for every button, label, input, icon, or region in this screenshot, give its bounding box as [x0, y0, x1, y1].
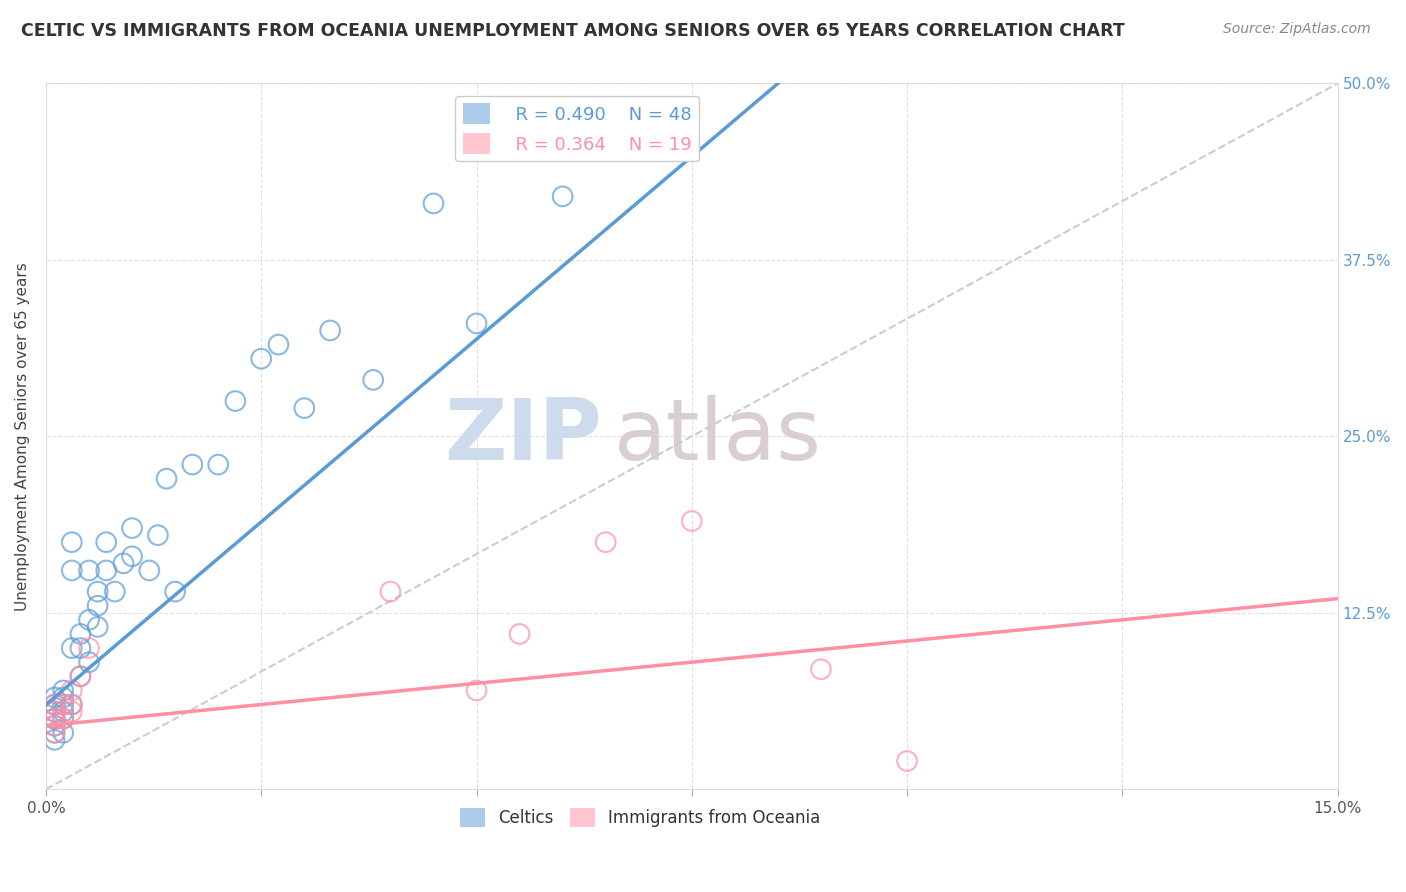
- Point: [509, 627, 531, 641]
- Point: [224, 394, 246, 409]
- Point: [121, 549, 143, 564]
- Point: [44, 712, 66, 726]
- Text: atlas: atlas: [614, 395, 823, 478]
- Point: [86, 584, 108, 599]
- Point: [267, 337, 290, 351]
- Point: [112, 557, 135, 571]
- Point: [52, 698, 75, 712]
- Point: [422, 196, 444, 211]
- Point: [52, 698, 75, 712]
- Point: [138, 563, 160, 577]
- Text: ZIP: ZIP: [444, 395, 602, 478]
- Point: [69, 641, 91, 656]
- Point: [595, 535, 617, 549]
- Point: [77, 563, 100, 577]
- Text: CELTIC VS IMMIGRANTS FROM OCEANIA UNEMPLOYMENT AMONG SENIORS OVER 65 YEARS CORRE: CELTIC VS IMMIGRANTS FROM OCEANIA UNEMPL…: [21, 22, 1125, 40]
- Point: [104, 584, 127, 599]
- Point: [60, 683, 83, 698]
- Point: [551, 189, 574, 203]
- Point: [810, 662, 832, 676]
- Point: [681, 514, 703, 528]
- Point: [896, 754, 918, 768]
- Point: [69, 669, 91, 683]
- Point: [181, 458, 204, 472]
- Point: [52, 683, 75, 698]
- Point: [69, 627, 91, 641]
- Point: [96, 563, 118, 577]
- Point: [155, 472, 177, 486]
- Point: [380, 584, 402, 599]
- Point: [96, 535, 118, 549]
- Point: [121, 521, 143, 535]
- Point: [69, 669, 91, 683]
- Point: [86, 620, 108, 634]
- Point: [44, 712, 66, 726]
- Point: [44, 705, 66, 719]
- Point: [60, 698, 83, 712]
- Point: [86, 599, 108, 613]
- Point: [44, 712, 66, 726]
- Point: [77, 655, 100, 669]
- Point: [250, 351, 273, 366]
- Text: Source: ZipAtlas.com: Source: ZipAtlas.com: [1223, 22, 1371, 37]
- Point: [60, 641, 83, 656]
- Point: [44, 705, 66, 719]
- Point: [44, 732, 66, 747]
- Point: [52, 690, 75, 705]
- Point: [44, 690, 66, 705]
- Point: [207, 458, 229, 472]
- Point: [146, 528, 169, 542]
- Point: [44, 725, 66, 739]
- Point: [44, 698, 66, 712]
- Point: [60, 698, 83, 712]
- Point: [60, 535, 83, 549]
- Point: [77, 641, 100, 656]
- Point: [60, 563, 83, 577]
- Point: [52, 725, 75, 739]
- Point: [44, 725, 66, 739]
- Point: [465, 683, 488, 698]
- Point: [44, 719, 66, 733]
- Y-axis label: Unemployment Among Seniors over 65 years: Unemployment Among Seniors over 65 years: [15, 262, 30, 611]
- Point: [52, 705, 75, 719]
- Point: [465, 317, 488, 331]
- Point: [44, 698, 66, 712]
- Point: [52, 712, 75, 726]
- Point: [165, 584, 187, 599]
- Point: [77, 613, 100, 627]
- Point: [52, 712, 75, 726]
- Legend: Celtics, Immigrants from Oceania: Celtics, Immigrants from Oceania: [453, 801, 827, 834]
- Point: [44, 719, 66, 733]
- Point: [319, 323, 342, 337]
- Point: [60, 705, 83, 719]
- Point: [292, 401, 315, 416]
- Point: [361, 373, 384, 387]
